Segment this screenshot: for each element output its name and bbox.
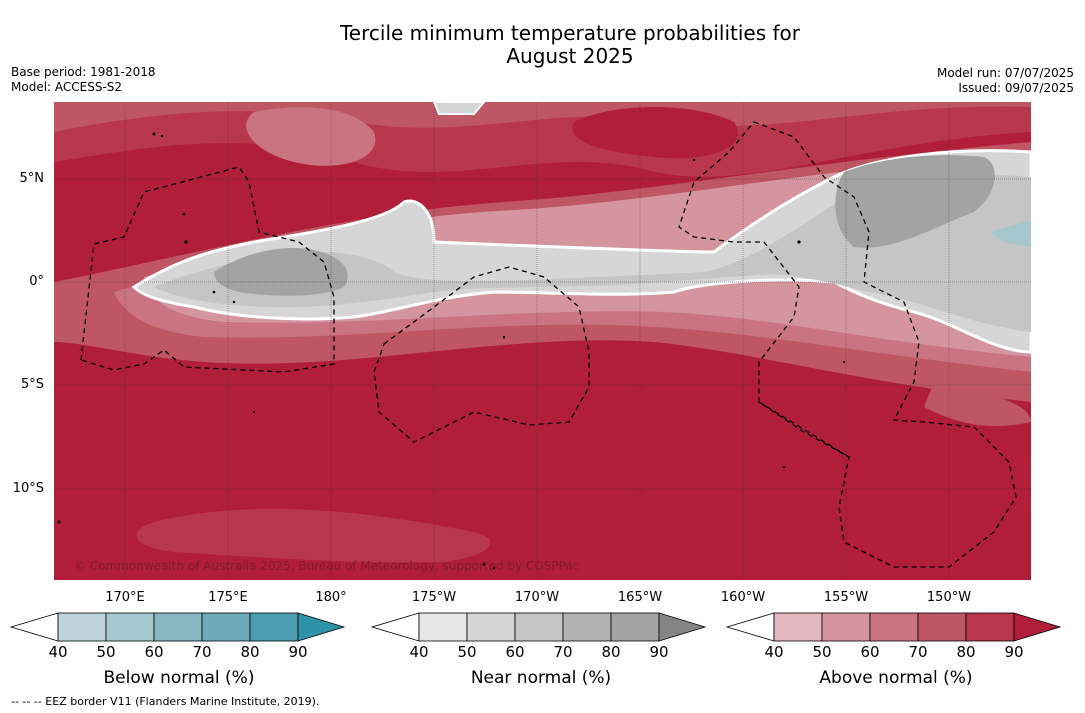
- above-colorbar-tick-label: 70: [908, 643, 928, 661]
- lon-label-155w: 155°W: [823, 590, 869, 605]
- above-colorbar-segment: [869, 612, 919, 642]
- above-colorbar-segment: [773, 612, 823, 642]
- lat-label-10s: 10°S: [12, 481, 44, 496]
- near-colorbar-tick-label: 90: [649, 643, 669, 661]
- above-colorbar-min-extension: [726, 612, 775, 642]
- near-colorbar-tick-label: 60: [505, 643, 525, 661]
- colorbar-below-title: Below normal (%): [103, 668, 255, 688]
- below-colorbar-tick-label: 90: [288, 643, 308, 661]
- near-colorbar-segment: [514, 612, 564, 642]
- near-colorbar-min-extension: [371, 612, 420, 642]
- colorbar-near-normal: [371, 612, 707, 642]
- lat-label-5n: 5°N: [19, 171, 45, 186]
- above-colorbar-segment: [917, 612, 967, 642]
- title-line-1: Tercile minimum temperature probabilitie…: [339, 21, 801, 45]
- near-colorbar-tick-label: 80: [601, 643, 621, 661]
- title-line-2: August 2025: [506, 44, 634, 68]
- near-colorbar-tick-label: 50: [457, 643, 477, 661]
- near-colorbar-tick-label: 40: [409, 643, 429, 661]
- lon-label-150w: 150°W: [926, 590, 972, 605]
- near-colorbar-segment: [418, 612, 468, 642]
- near-colorbar-segment: [466, 612, 516, 642]
- issued-date: Issued: 09/07/2025: [958, 81, 1074, 95]
- lon-label-170e: 170°E: [105, 590, 145, 605]
- near-normal-80-west: [214, 248, 348, 296]
- lon-label-175e: 175°E: [208, 590, 248, 605]
- below-colorbar-tick-label: 50: [96, 643, 116, 661]
- near-normal-sliver: [432, 102, 486, 115]
- below-colorbar-tick-label: 40: [48, 643, 68, 661]
- below-colorbar-segment: [105, 612, 155, 642]
- patch-90-north: [572, 107, 738, 159]
- below-colorbar-min-extension: [10, 612, 59, 642]
- above-colorbar-segment: [965, 612, 1015, 642]
- below-colorbar-segment: [57, 612, 107, 642]
- above-colorbar-tick-label: 60: [860, 643, 880, 661]
- below-colorbar-tick-label: 80: [240, 643, 260, 661]
- below-normal-patch: [989, 220, 1031, 247]
- model-run: Model run: 07/07/2025: [936, 66, 1074, 80]
- near-colorbar-tick-label: 70: [553, 643, 573, 661]
- base-period: Base period: 1981-2018: [11, 65, 156, 79]
- below-colorbar-segment: [153, 612, 203, 642]
- near-colorbar-segment: [610, 612, 660, 642]
- copyright-notice: © Commonwealth of Australia 2025, Bureau…: [74, 559, 580, 573]
- lon-label-180: 180°: [315, 590, 347, 605]
- lon-label-160w: 160°W: [720, 590, 766, 605]
- below-colorbar-segment: [201, 612, 251, 642]
- lon-label-170w: 170°W: [514, 590, 560, 605]
- colorbar-above-title: Above normal (%): [819, 668, 973, 688]
- lon-label-165w: 165°W: [617, 590, 663, 605]
- colorbar-above-normal: [726, 612, 1062, 642]
- near-normal-60: [154, 174, 1031, 332]
- above-colorbar-tick-label: 80: [956, 643, 976, 661]
- map-title: Tercile minimum temperature probabilitie…: [270, 22, 870, 68]
- patch-70-southeast: [924, 382, 1031, 427]
- lat-label-0: 0°: [29, 274, 44, 289]
- colorbar-near-title: Near normal (%): [470, 668, 612, 688]
- patch-80-south: [136, 508, 491, 563]
- eez-footer-note: -- -- -- EEZ border V11 (Flanders Marine…: [11, 695, 320, 708]
- near-colorbar-segment: [562, 612, 612, 642]
- below-colorbar-tick-label: 60: [144, 643, 164, 661]
- near-colorbar-max-extension: [658, 612, 707, 642]
- probability-map: [54, 102, 1031, 580]
- above-colorbar-segment: [821, 612, 871, 642]
- above-colorbar-tick-label: 50: [812, 643, 832, 661]
- meta-left: Base period: 1981-2018 Model: ACCESS-S2: [11, 65, 156, 95]
- map-gridlines: [54, 102, 1031, 580]
- below-colorbar-tick-label: 70: [192, 643, 212, 661]
- below-colorbar-max-extension: [297, 612, 346, 642]
- above-colorbar-max-extension: [1013, 612, 1062, 642]
- model-name: Model: ACCESS-S2: [11, 80, 123, 94]
- above-colorbar-tick-label: 90: [1004, 643, 1024, 661]
- eez-borders: [80, 121, 1017, 568]
- lon-label-175w: 175°W: [411, 590, 457, 605]
- below-colorbar-segment: [249, 612, 299, 642]
- lat-label-5s: 5°S: [20, 377, 44, 392]
- above-colorbar-tick-label: 40: [764, 643, 784, 661]
- islands: [57, 132, 845, 570]
- near-normal-80-east: [835, 155, 995, 248]
- patch-60-north: [246, 107, 376, 166]
- meta-right: Model run: 07/07/2025 Issued: 09/07/2025: [937, 66, 1074, 96]
- colorbar-below-normal: [10, 612, 346, 642]
